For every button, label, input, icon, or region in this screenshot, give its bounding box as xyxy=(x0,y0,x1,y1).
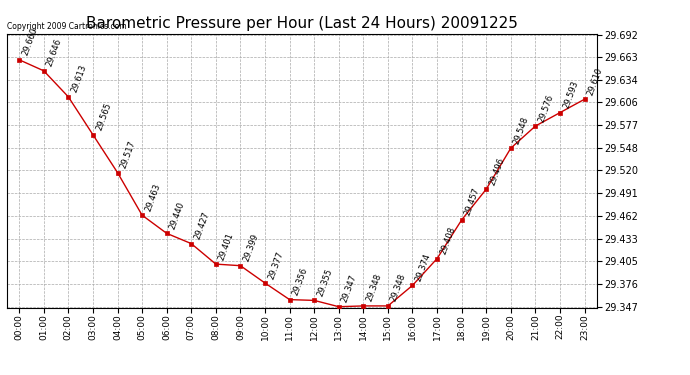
Text: 29.548: 29.548 xyxy=(512,115,531,146)
Text: 29.374: 29.374 xyxy=(414,252,433,283)
Text: 29.356: 29.356 xyxy=(291,266,309,297)
Text: 29.517: 29.517 xyxy=(119,140,137,170)
Text: 29.401: 29.401 xyxy=(217,231,235,261)
Text: 29.408: 29.408 xyxy=(438,225,457,256)
Title: Barometric Pressure per Hour (Last 24 Hours) 20091225: Barometric Pressure per Hour (Last 24 Ho… xyxy=(86,16,518,31)
Text: 29.463: 29.463 xyxy=(144,182,162,212)
Text: 29.593: 29.593 xyxy=(562,80,580,110)
Text: 29.348: 29.348 xyxy=(365,273,383,303)
Text: 29.576: 29.576 xyxy=(537,93,555,123)
Text: Copyright 2009 Cartronics.com: Copyright 2009 Cartronics.com xyxy=(7,22,126,31)
Text: 29.440: 29.440 xyxy=(168,200,186,231)
Text: 29.347: 29.347 xyxy=(340,273,359,304)
Text: 29.565: 29.565 xyxy=(95,102,112,132)
Text: 29.613: 29.613 xyxy=(70,64,88,94)
Text: 29.496: 29.496 xyxy=(488,156,506,186)
Text: 29.646: 29.646 xyxy=(45,38,63,68)
Text: 29.457: 29.457 xyxy=(463,187,482,217)
Text: 29.377: 29.377 xyxy=(266,250,285,280)
Text: 29.348: 29.348 xyxy=(389,273,408,303)
Text: 29.660: 29.660 xyxy=(21,27,39,57)
Text: 29.427: 29.427 xyxy=(193,210,211,241)
Text: 29.399: 29.399 xyxy=(241,232,260,263)
Text: 29.610: 29.610 xyxy=(586,66,604,96)
Text: 29.355: 29.355 xyxy=(315,267,334,298)
